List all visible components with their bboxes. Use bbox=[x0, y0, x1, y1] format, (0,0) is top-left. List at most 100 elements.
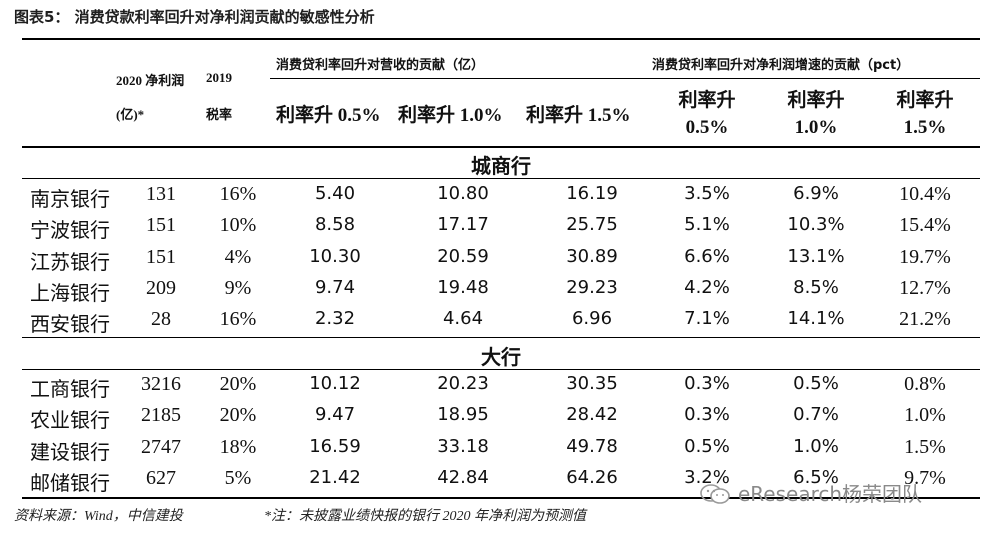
table-top-rule bbox=[22, 38, 980, 40]
table-cell-g05: 0.3% bbox=[684, 404, 730, 426]
header-growth-col-15-line1: 利率升 bbox=[896, 90, 954, 111]
header-revenue-col-05: 利率升 0.5% bbox=[276, 105, 381, 126]
table-cell-r05: 10.12 bbox=[309, 373, 361, 394]
header-growth-col-05-line2: 0.5% bbox=[685, 117, 729, 138]
table-cell-g10: 10.3% bbox=[787, 214, 845, 236]
section-rule-1 bbox=[22, 178, 980, 179]
table-cell-bank: 农业银行 bbox=[30, 408, 110, 433]
table-cell-bank: 西安银行 bbox=[30, 312, 110, 337]
table-cell-bank: 建设银行 bbox=[30, 439, 110, 464]
table-cell-r05: 16.59 bbox=[309, 435, 361, 457]
header-growth-col-10-line1: 利率升 bbox=[787, 90, 845, 111]
footer-source: 资料来源：Wind，中信建投 bbox=[14, 509, 183, 524]
table-cell-r10: 20.59 bbox=[437, 245, 489, 267]
header-growth-col-05-line1: 利率升 bbox=[678, 90, 736, 111]
table-cell-g10: 6.9% bbox=[793, 183, 839, 204]
table-cell-tax: 10% bbox=[219, 214, 257, 237]
table-cell-tax: 5% bbox=[224, 466, 252, 489]
table-cell-profit: 151 bbox=[146, 214, 176, 237]
header-growth-col-15-line2: 1.5% bbox=[903, 117, 947, 138]
table-cell-bank: 江苏银行 bbox=[30, 249, 110, 274]
table-cell-g05: 7.1% bbox=[684, 308, 730, 330]
table-cell-tax: 16% bbox=[219, 308, 257, 331]
table-cell-g05: 5.1% bbox=[684, 214, 730, 236]
table-cell-tax: 20% bbox=[219, 373, 257, 395]
table-cell-g10: 0.7% bbox=[793, 404, 839, 426]
figure-title: 图表5： 消费贷款利率回升对净利润贡献的敏感性分析 bbox=[14, 6, 375, 27]
table-cell-r05: 10.30 bbox=[309, 245, 361, 267]
table-cell-profit: 3216 bbox=[141, 373, 181, 395]
table-cell-r10: 18.95 bbox=[437, 404, 489, 426]
watermark-text: eResearch杨荣团队 bbox=[738, 482, 923, 506]
table-cell-profit: 209 bbox=[146, 276, 176, 299]
table-cell-g15: 12.7% bbox=[899, 276, 951, 299]
table-cell-g10: 6.5% bbox=[793, 466, 839, 488]
table-cell-r15: 6.96 bbox=[571, 308, 613, 330]
table-cell-g05: 6.6% bbox=[684, 245, 730, 267]
table-cell-g15: 21.2% bbox=[899, 308, 951, 331]
footer-note: *注：未披露业绩快报的银行 2020 年净利润为预测值 bbox=[264, 509, 586, 524]
table-cell-r15: 49.78 bbox=[566, 435, 618, 457]
table-cell-profit: 2747 bbox=[141, 435, 181, 458]
table-cell-r15: 28.42 bbox=[566, 404, 618, 426]
table-cell-g15: 1.5% bbox=[904, 435, 946, 458]
table-cell-g15: 0.8% bbox=[904, 373, 946, 395]
header-growth-col-10-line2: 1.0% bbox=[794, 117, 838, 138]
section-rule-2 bbox=[22, 337, 980, 338]
table-cell-g10: 13.1% bbox=[787, 245, 845, 267]
table-cell-bank: 南京银行 bbox=[30, 187, 110, 211]
header-growth-group: 消费贷利率回升对净利润增速的贡献（pct） bbox=[652, 58, 910, 73]
table-bottom-rule bbox=[22, 497, 980, 499]
table-cell-g10: 0.5% bbox=[793, 373, 839, 394]
table-cell-r05: 9.74 bbox=[314, 276, 356, 298]
table-cell-g15: 15.4% bbox=[899, 214, 951, 237]
table-cell-tax: 9% bbox=[224, 276, 252, 299]
table-cell-g15: 9.7% bbox=[904, 466, 946, 489]
table-cell-r15: 29.23 bbox=[566, 276, 618, 298]
table-cell-g10: 1.0% bbox=[793, 435, 839, 457]
table-cell-tax: 16% bbox=[219, 183, 257, 205]
table-cell-profit: 28 bbox=[151, 308, 171, 331]
header-profit-unit: (亿)* bbox=[116, 107, 145, 122]
table-cell-tax: 20% bbox=[219, 404, 257, 427]
table-cell-r05: 21.42 bbox=[309, 466, 361, 488]
table-cell-r15: 30.89 bbox=[566, 245, 618, 267]
table-cell-r10: 42.84 bbox=[437, 466, 489, 488]
table-cell-g10: 14.1% bbox=[787, 308, 845, 330]
table-cell-g05: 3.5% bbox=[684, 183, 730, 204]
watermark: eResearch杨荣团队 bbox=[698, 478, 922, 507]
table-cell-r15: 16.19 bbox=[566, 183, 618, 204]
table-cell-bank: 邮储银行 bbox=[30, 470, 110, 495]
header-bottom-rule bbox=[22, 146, 980, 148]
section-rule-3 bbox=[22, 369, 980, 370]
table-cell-g10: 8.5% bbox=[793, 276, 839, 298]
table-cell-g15: 19.7% bbox=[899, 245, 951, 268]
table-cell-profit: 627 bbox=[146, 466, 176, 489]
section-title-city-banks: 城商行 bbox=[471, 154, 531, 178]
table-cell-bank: 上海银行 bbox=[30, 280, 110, 305]
header-revenue-group: 消费贷利率回升对营收的贡献（亿） bbox=[276, 58, 485, 73]
table-cell-r05: 5.40 bbox=[314, 183, 356, 204]
table-cell-r10: 19.48 bbox=[437, 276, 489, 298]
header-revenue-col-10: 利率升 1.0% bbox=[398, 105, 503, 126]
header-tax-label: 税率 bbox=[206, 108, 233, 123]
table-cell-tax: 18% bbox=[219, 435, 257, 458]
header-revenue-col-15: 利率升 1.5% bbox=[526, 105, 631, 126]
header-profit-label-text: 2020 净利润 bbox=[116, 73, 185, 88]
table-cell-r10: 33.18 bbox=[437, 435, 489, 457]
table-cell-tax: 4% bbox=[224, 245, 252, 268]
table-cell-r10: 20.23 bbox=[437, 373, 489, 394]
table-cell-r05: 8.58 bbox=[314, 214, 356, 236]
table-cell-r15: 30.35 bbox=[566, 373, 618, 394]
table-cell-r15: 25.75 bbox=[566, 214, 618, 236]
table-cell-r10: 10.80 bbox=[437, 183, 489, 204]
table-cell-r05: 2.32 bbox=[314, 308, 356, 330]
wechat-icon bbox=[700, 484, 730, 504]
table-cell-r10: 4.64 bbox=[442, 308, 484, 330]
table-cell-g05: 0.3% bbox=[684, 373, 730, 394]
header-tax-year: 2019 bbox=[206, 70, 232, 85]
table-cell-bank: 宁波银行 bbox=[30, 218, 110, 243]
figure-number: 图表5： bbox=[14, 8, 70, 26]
table-cell-bank: 工商银行 bbox=[30, 377, 110, 401]
table-cell-profit: 2185 bbox=[141, 404, 181, 427]
